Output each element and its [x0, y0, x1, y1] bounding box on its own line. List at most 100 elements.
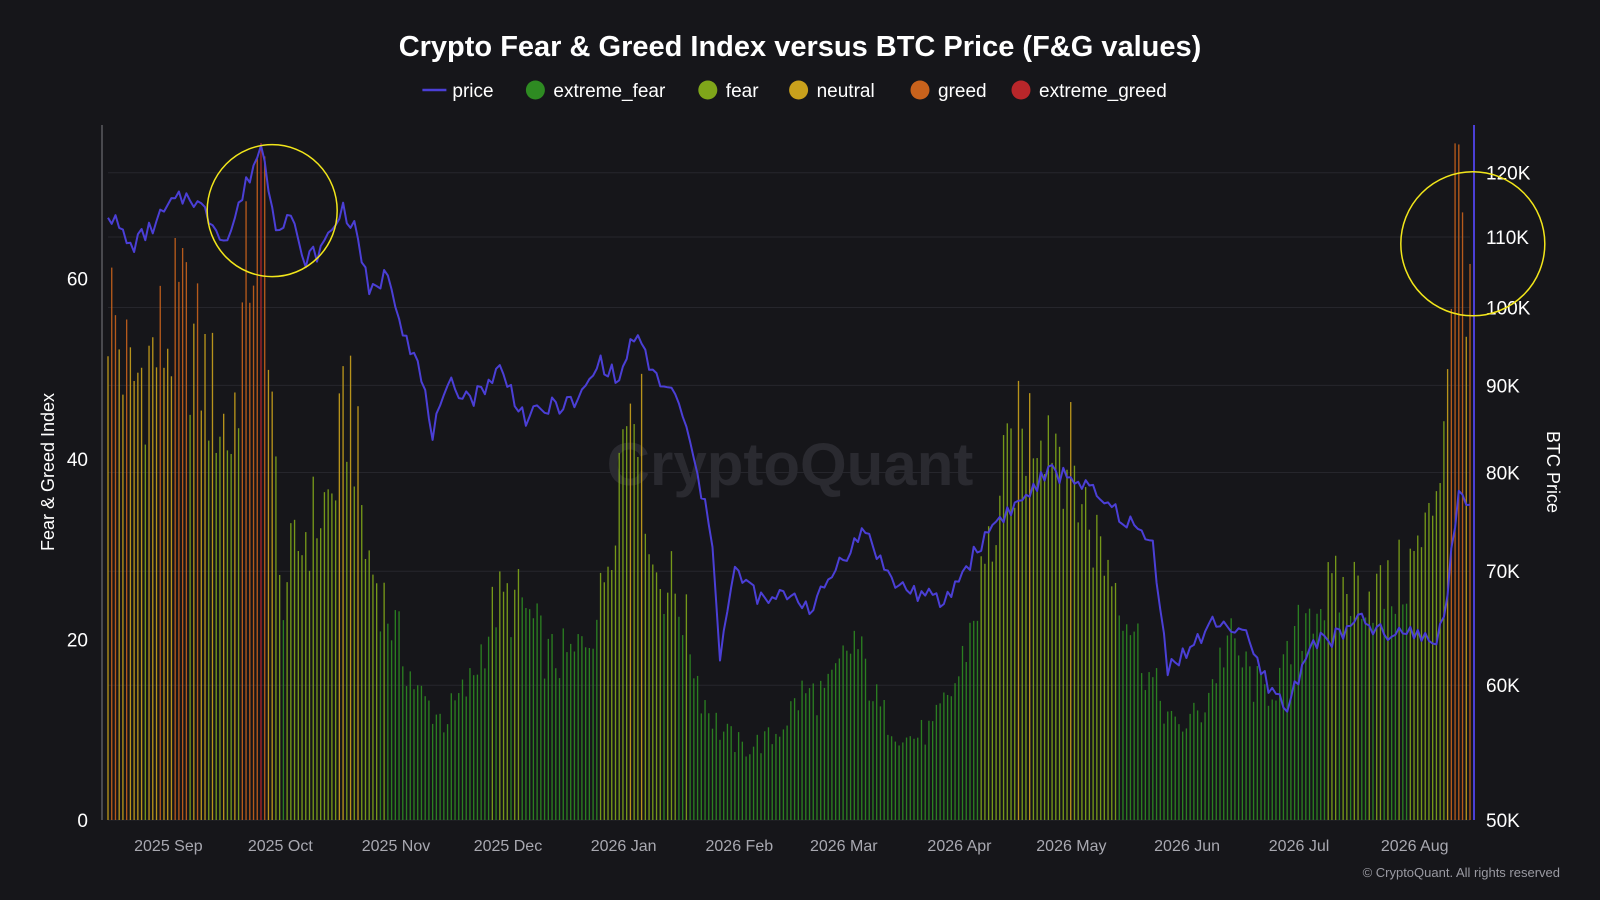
fg-bar: [1398, 539, 1400, 820]
fg-bar: [685, 594, 688, 820]
fg-bar: [353, 486, 355, 820]
legend-label: price: [452, 81, 493, 102]
x-tick-label: 2025 Oct: [248, 838, 313, 855]
fg-bar: [1372, 622, 1374, 820]
legend-item-neutral[interactable]: neutral: [789, 80, 875, 103]
legend: price extreme_fear fear neutral greed extreme…: [422, 80, 1167, 103]
y2-tick-label: 70K: [1486, 562, 1520, 583]
fg-bar: [390, 640, 393, 820]
fg-bar: [588, 648, 591, 820]
fg-bar: [431, 723, 434, 820]
fg-bar: [958, 676, 960, 820]
fg-bar: [1137, 623, 1139, 820]
fg-bar: [1099, 536, 1102, 820]
fg-bar: [200, 410, 202, 820]
fg-bar: [226, 450, 229, 820]
watermark: CryptoQuant: [607, 431, 974, 498]
legend-item-greed[interactable]: greed: [910, 80, 987, 103]
fg-bar: [805, 693, 807, 820]
fg-bar: [174, 238, 176, 820]
fg-bar: [543, 678, 546, 820]
fg-bar: [1043, 474, 1046, 820]
fg-bar: [1376, 573, 1378, 820]
fg-bar: [1010, 428, 1012, 820]
x-tick-label: 2026 Jun: [1154, 838, 1220, 855]
fg-bar: [1383, 608, 1385, 820]
fg-bar: [297, 551, 299, 820]
fg-bar: [1223, 667, 1225, 820]
fg-bar: [1290, 664, 1292, 820]
fg-bar: [741, 741, 744, 820]
fg-bar: [1111, 586, 1113, 820]
fg-bar: [1316, 613, 1318, 820]
fg-bar: [495, 627, 497, 820]
fg-bar: [570, 643, 572, 820]
x-tick-label: 2025 Nov: [362, 838, 431, 855]
fg-bar: [1219, 647, 1221, 820]
fg-bar: [984, 563, 986, 820]
fg-bar: [159, 285, 161, 820]
y-tick-label: 60: [67, 269, 88, 290]
fg-bar: [193, 323, 195, 820]
fg-bar: [301, 555, 303, 820]
fg-bar: [405, 686, 408, 820]
fg-bar: [980, 556, 982, 820]
fg-bar: [1058, 446, 1061, 820]
fg-bar: [1353, 561, 1355, 820]
fg-bar: [581, 636, 583, 820]
fg-bar: [1133, 631, 1135, 820]
fg-bar: [681, 635, 684, 820]
fg-bar: [764, 731, 766, 820]
fg-bar: [211, 332, 214, 820]
fg-bar: [514, 589, 516, 820]
fg-bar: [1275, 700, 1277, 820]
fg-bar: [1114, 582, 1117, 820]
fg-bar: [1152, 677, 1154, 820]
y2-tick-label: 100K: [1486, 299, 1531, 320]
fg-bar: [1424, 512, 1426, 820]
fg-bar: [1465, 336, 1467, 820]
fg-bar: [611, 570, 613, 820]
fg-bar: [659, 589, 661, 820]
fg-bar: [1163, 723, 1165, 820]
fg-bar: [424, 696, 426, 820]
fg-bar: [842, 645, 844, 820]
axes: 0 20 40 60 50K 60K 70K 80K 90K 100K 110K 120K 2025 S…: [67, 125, 1531, 855]
fg-bar: [506, 583, 508, 820]
fg-bar: [924, 744, 926, 820]
fg-bar: [1017, 380, 1020, 820]
fg-bar: [1417, 535, 1419, 820]
fg-bar: [1323, 620, 1326, 820]
fg-bar: [275, 456, 277, 820]
x-tick-label: 2026 Apr: [927, 838, 992, 855]
fg-bar: [1282, 654, 1285, 820]
fg-bar: [626, 426, 628, 820]
fg-bar: [264, 156, 266, 820]
fg-bar: [1413, 551, 1415, 820]
fg-bar: [939, 703, 941, 820]
fg-bar: [857, 649, 859, 820]
fg-bar: [693, 678, 695, 820]
fg-bar: [473, 675, 475, 820]
fg-bar: [954, 683, 956, 820]
fg-bar: [969, 622, 971, 820]
fg-bar: [487, 636, 490, 820]
fg-bar: [991, 561, 994, 820]
fg-bar: [566, 652, 568, 820]
fg-bar: [823, 687, 826, 820]
legend-item-extreme-greed[interactable]: extreme_greed: [1011, 80, 1167, 103]
legend-item-extreme-fear[interactable]: extreme_fear: [525, 80, 666, 103]
fg-bar: [723, 731, 725, 820]
y2-axis-title: BTC Price: [1543, 431, 1563, 513]
fg-bar: [700, 713, 702, 820]
fg-bar: [252, 285, 255, 820]
legend-dot-icon: [910, 80, 930, 100]
legend-item-price[interactable]: price: [422, 81, 494, 102]
legend-item-fear[interactable]: fear: [698, 80, 759, 103]
fg-bar: [596, 619, 598, 820]
fg-bar: [1428, 502, 1430, 820]
fg-bar: [376, 583, 378, 820]
fg-bar: [450, 693, 452, 820]
fg-bar: [435, 714, 438, 820]
fg-bar: [148, 345, 150, 820]
